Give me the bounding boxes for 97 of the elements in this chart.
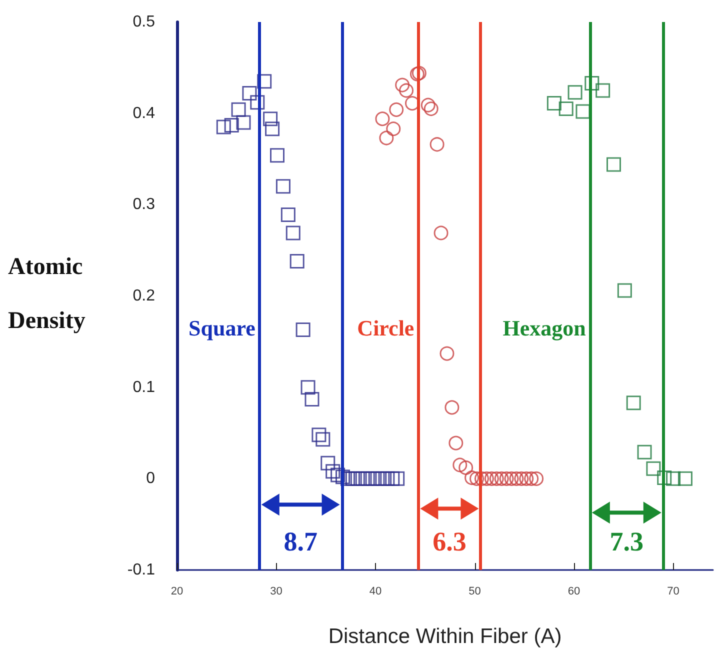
point (380, 471, 395, 486)
point (300, 380, 316, 395)
point (657, 470, 672, 486)
y-tick-label: 0 (146, 470, 156, 488)
point (370, 471, 385, 486)
point (375, 471, 390, 486)
point (345, 471, 360, 486)
point (678, 471, 692, 486)
x-tick-label: 40 (369, 586, 382, 598)
point (316, 432, 330, 447)
point (395, 78, 410, 92)
point (216, 120, 231, 134)
series-label: Hexagon (502, 316, 586, 340)
point (448, 436, 464, 450)
point (558, 102, 574, 116)
point (424, 102, 438, 116)
x-tick-label: 20 (170, 586, 184, 598)
point (464, 470, 480, 485)
point (290, 254, 304, 269)
point (399, 83, 414, 98)
point (385, 471, 400, 486)
point (280, 207, 296, 222)
point (336, 470, 350, 484)
point (360, 471, 375, 486)
point (355, 471, 370, 486)
annotation: 8.7 (284, 526, 318, 557)
point (617, 283, 632, 298)
point (529, 471, 544, 486)
y-tick-label: 0.2 (132, 288, 156, 304)
point (390, 471, 405, 486)
point (286, 226, 300, 240)
point (568, 85, 582, 100)
point (489, 471, 504, 486)
point (257, 74, 272, 89)
y-tick-label: 0.4 (132, 104, 156, 122)
series-label: Square (188, 316, 256, 340)
point (312, 428, 326, 442)
point (596, 83, 610, 98)
point (626, 396, 641, 410)
point (474, 471, 489, 486)
point (365, 471, 380, 486)
point (330, 468, 346, 482)
point (276, 179, 290, 194)
point (389, 102, 404, 117)
point (263, 112, 278, 126)
x-tick-label: 30 (270, 586, 282, 598)
annotation: 6.3 (432, 526, 466, 557)
point (224, 118, 239, 132)
x-tick-label: 70 (667, 586, 680, 598)
point (576, 104, 590, 119)
point (375, 112, 390, 126)
point (484, 471, 499, 486)
x-tick-label: 50 (468, 586, 481, 598)
point (296, 322, 310, 338)
point (524, 471, 539, 486)
point (379, 130, 394, 146)
series-label: Circle (357, 316, 414, 340)
point (514, 471, 529, 486)
point (637, 444, 652, 460)
point (458, 460, 474, 475)
y-tick-label: -0.1 (127, 562, 156, 578)
point (499, 471, 514, 486)
point (340, 471, 355, 486)
point (242, 86, 257, 100)
point (420, 98, 436, 112)
point (236, 115, 251, 130)
point (646, 461, 661, 476)
point (320, 456, 336, 470)
point (519, 471, 534, 486)
x-tick-label: 60 (568, 586, 580, 598)
point (494, 471, 509, 486)
point (606, 157, 621, 172)
x-axis-title: Distance Within Fiber (A) (328, 625, 562, 648)
point (546, 96, 562, 111)
y-axis-title: Atomic Density (8, 254, 89, 334)
point (270, 148, 284, 163)
point (250, 95, 265, 110)
point (350, 471, 365, 486)
point (470, 471, 484, 486)
point (440, 346, 454, 361)
point (386, 122, 401, 136)
point (231, 102, 246, 117)
y-tick-label: 0.3 (132, 196, 156, 214)
point (304, 392, 320, 406)
point (509, 471, 524, 486)
y-tick-label: 0.5 (132, 14, 156, 30)
point (265, 122, 280, 136)
point (504, 471, 519, 486)
point (584, 76, 600, 90)
point (434, 226, 448, 240)
point (444, 400, 460, 415)
point (326, 464, 340, 479)
point (430, 137, 444, 152)
point (452, 458, 468, 472)
y-tick-label: 0.1 (132, 378, 156, 396)
annotation: 7.3 (610, 526, 644, 557)
point (666, 471, 681, 486)
